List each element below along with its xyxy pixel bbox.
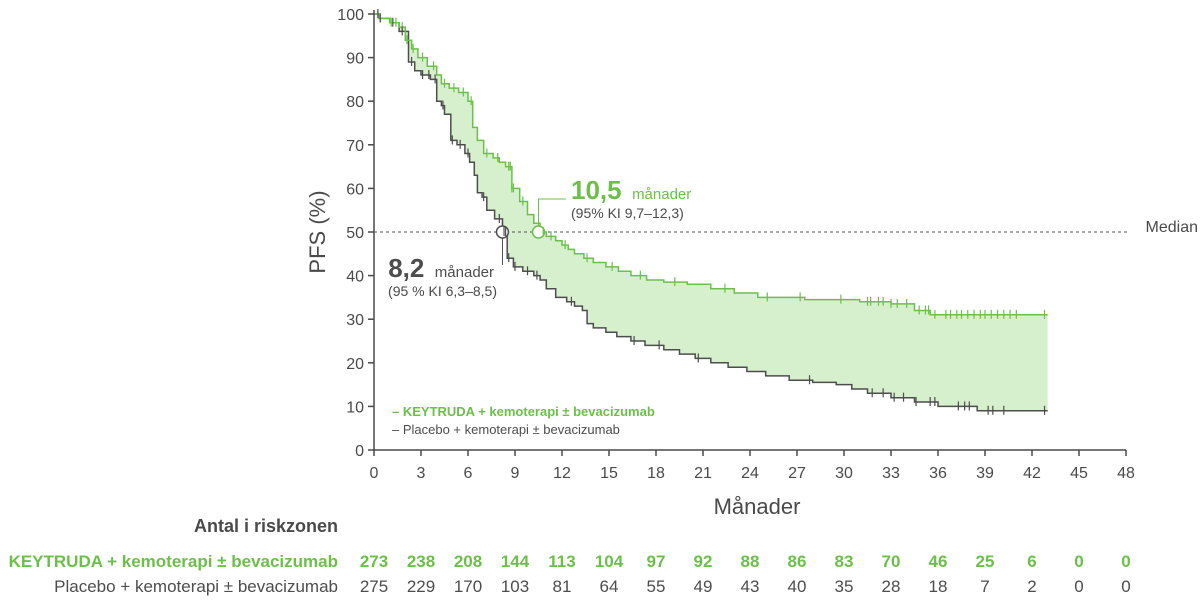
risk-value-control: 0 <box>1121 577 1130 596</box>
risk-value-treatment: 83 <box>835 552 854 571</box>
control-median-annotation: 8,2 månader (95 % KI 6,3–8,5) <box>388 253 497 299</box>
risk-value-control: 64 <box>600 577 619 596</box>
risk-value-treatment: 0 <box>1074 552 1083 571</box>
risk-value-control: 229 <box>407 577 435 596</box>
control-median-marker <box>495 225 510 239</box>
risk-value-control: 7 <box>980 577 989 596</box>
risk-value-treatment: 86 <box>788 552 807 571</box>
risk-table: Antal i riskzonen KEYTRUDA + kemoterapi … <box>9 516 1131 596</box>
risk-value-treatment: 70 <box>882 552 901 571</box>
control-median-value: 8,2 <box>388 253 424 283</box>
risk-value-treatment: 113 <box>548 552 575 571</box>
treatment-median-ci: (95% KI 9,7–12,3) <box>571 205 684 221</box>
risk-value-treatment: 46 <box>929 552 948 571</box>
treatment-median-unit: månader <box>632 186 691 203</box>
risk-row-label-control: Placebo + kemoterapi ± bevacizumab <box>54 577 338 596</box>
risk-value-treatment: 238 <box>407 552 435 571</box>
risk-value-control: 40 <box>788 577 807 596</box>
svg-text:8,2 månader: 8,2 månader <box>388 253 494 283</box>
y-tick-label: 30 <box>346 312 364 329</box>
legend-entry-control: – Placebo + kemoterapi ± bevacizumab <box>392 422 620 437</box>
y-tick-label: 80 <box>346 94 364 111</box>
x-axis-title: Månader <box>714 494 801 519</box>
y-tick-label: 20 <box>346 356 364 373</box>
risk-value-control: 55 <box>647 577 666 596</box>
x-tick-label: 39 <box>976 465 994 482</box>
risk-value-control: 28 <box>882 577 901 596</box>
risk-value-treatment: 88 <box>741 552 760 571</box>
risk-value-control: 170 <box>454 577 482 596</box>
censor-marks <box>377 9 1046 415</box>
risk-value-treatment: 0 <box>1121 552 1130 571</box>
x-tick-label: 48 <box>1117 465 1135 482</box>
risk-row-label-treatment: KEYTRUDA + kemoterapi ± bevacizumab <box>9 552 338 571</box>
x-tick-label: 3 <box>417 465 426 482</box>
risk-value-control: 0 <box>1074 577 1083 596</box>
axes: 0 3 6 9 12 15 18 21 24 27 30 33 36 39 42 45 480102030405… <box>337 7 1135 482</box>
risk-value-control: 2 <box>1027 577 1036 596</box>
risk-value-control: 275 <box>360 577 388 596</box>
legend-entry-treatment: – KEYTRUDA + kemoterapi ± bevacizumab <box>392 404 655 419</box>
control-median-ci: (95 % KI 6,3–8,5) <box>388 283 497 299</box>
control-median-unit: månader <box>435 264 494 281</box>
risk-value-treatment: 6 <box>1027 552 1036 571</box>
treatment-median-value: 10,5 <box>571 175 622 205</box>
y-tick-label: 40 <box>346 269 364 286</box>
risk-value-treatment: 25 <box>976 552 995 571</box>
risk-value-treatment: 144 <box>501 552 530 571</box>
risk-table-values: 273 238 208 144 113 104 97 92 88 86 83 70 46 25 6 0 0275… <box>360 552 1131 596</box>
risk-value-treatment: 208 <box>454 552 482 571</box>
x-tick-label: 24 <box>741 465 759 482</box>
risk-value-control: 103 <box>501 577 529 596</box>
risk-value-treatment: 92 <box>694 552 713 571</box>
y-axis-title: PFS (%) <box>305 190 330 273</box>
x-tick-label: 12 <box>553 465 571 482</box>
x-tick-label: 0 <box>370 465 379 482</box>
control-curve <box>374 13 1048 412</box>
y-tick-label: 10 <box>346 399 364 416</box>
y-tick-label: 90 <box>346 51 364 68</box>
risk-value-control: 18 <box>929 577 948 596</box>
x-tick-label: 33 <box>882 465 900 482</box>
x-tick-label: 15 <box>600 465 618 482</box>
x-tick-label: 21 <box>694 465 712 482</box>
x-tick-label: 6 <box>464 465 473 482</box>
treatment-median-annotation: 10,5 månader (95% KI 9,7–12,3) <box>571 175 691 221</box>
y-tick-label: 0 <box>355 443 364 460</box>
risk-value-treatment: 104 <box>595 552 624 571</box>
risk-value-treatment: 97 <box>647 552 666 571</box>
risk-value-treatment: 273 <box>360 552 388 571</box>
legend: – KEYTRUDA + kemoterapi ± bevacizumab – … <box>392 404 655 437</box>
treatment-median-marker <box>531 225 546 239</box>
x-tick-label: 30 <box>835 465 853 482</box>
x-tick-label: 45 <box>1070 465 1088 482</box>
risk-table-title: Antal i riskzonen <box>194 516 338 536</box>
y-tick-label: 60 <box>346 181 364 198</box>
risk-value-control: 81 <box>553 577 572 596</box>
x-tick-label: 18 <box>647 465 665 482</box>
x-tick-label: 42 <box>1023 465 1041 482</box>
risk-value-control: 43 <box>741 577 760 596</box>
x-tick-label: 27 <box>788 465 806 482</box>
x-tick-label: 9 <box>511 465 520 482</box>
risk-value-control: 35 <box>835 577 854 596</box>
y-tick-label: 100 <box>337 7 364 24</box>
y-tick-label: 70 <box>346 138 364 155</box>
curve-difference-area <box>374 14 1048 411</box>
risk-value-control: 49 <box>694 577 713 596</box>
treatment-median-leader <box>538 198 566 226</box>
difference-fill-area <box>374 14 1048 411</box>
x-tick-label: 36 <box>929 465 947 482</box>
treatment-curve <box>374 13 1048 316</box>
y-tick-label: 50 <box>346 225 364 242</box>
svg-text:10,5 månader: 10,5 månader <box>571 175 691 205</box>
median-line-label: Median <box>1146 219 1198 236</box>
